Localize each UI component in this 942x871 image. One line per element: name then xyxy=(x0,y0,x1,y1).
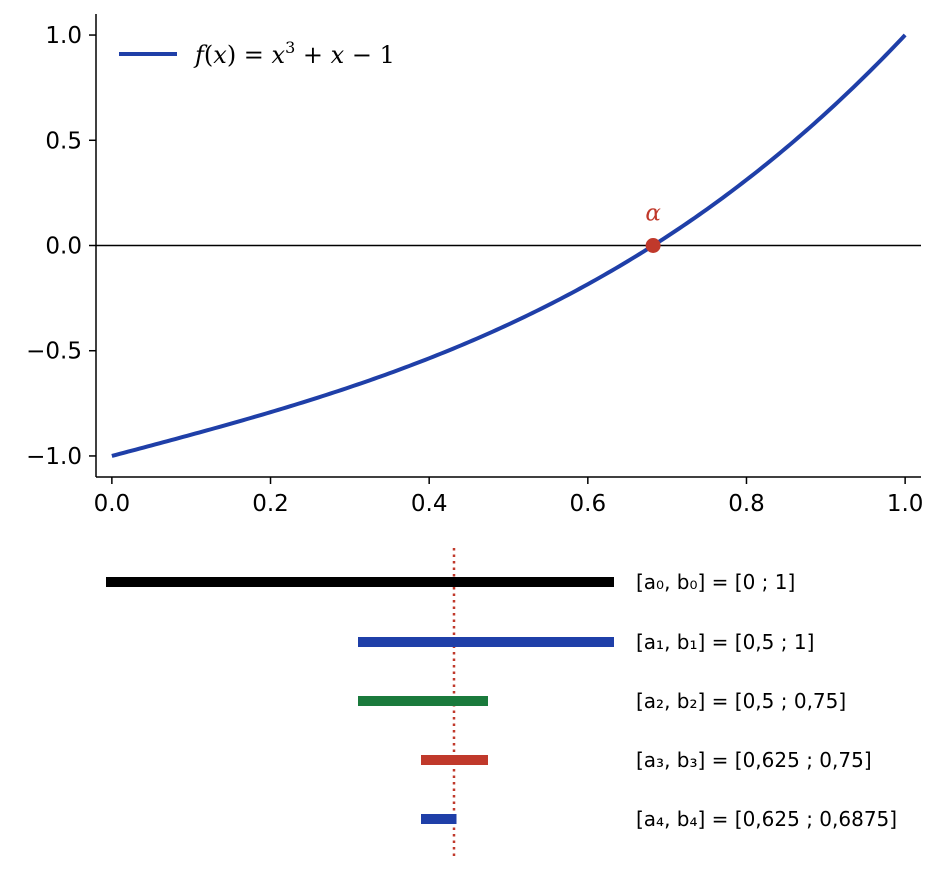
bisection-intervals: [a₀, b₀] = [0 ; 1] [a₁, b₁] = [0,5 ; 1] [a… xyxy=(106,548,897,856)
interval-label: [a₁, b₁] = [0,5 ; 1] xyxy=(636,630,814,654)
y-tick-label: −0.5 xyxy=(26,339,82,365)
legend: f(x) = x3 + x − 1 xyxy=(119,38,395,69)
interval-label: [a₄, b₄] = [0,625 ; 0,6875] xyxy=(636,807,897,831)
interval-label: [a₃, b₃] = [0,625 ; 0,75] xyxy=(636,748,872,772)
y-tick-label: 0.0 xyxy=(45,234,82,260)
x-axis-ticks: 0.0 0.2 0.4 0.6 0.8 1.0 xyxy=(94,477,924,517)
interval-bars: [a₀, b₀] = [0 ; 1] [a₁, b₁] = [0,5 ; 1] [a… xyxy=(106,570,897,831)
x-tick-label: 0.6 xyxy=(570,491,607,517)
root-label: α xyxy=(645,201,661,227)
interval-label: [a₂, b₂] = [0,5 ; 0,75] xyxy=(636,689,846,713)
y-axis-ticks: 1.0 0.5 0.0 −0.5 −1.0 xyxy=(26,23,96,470)
y-tick-label: −1.0 xyxy=(26,444,82,470)
x-tick-label: 0.2 xyxy=(252,491,289,517)
function-plot: 1.0 0.5 0.0 −0.5 −1.0 0.0 0.2 0.4 0.6 0.8 1.0 α f… xyxy=(26,14,923,517)
function-curve xyxy=(111,33,907,458)
x-tick-label: 0.4 xyxy=(411,491,448,517)
y-tick-label: 0.5 xyxy=(45,128,82,154)
root-point xyxy=(645,238,661,253)
interval-label: [a₀, b₀] = [0 ; 1] xyxy=(636,570,795,594)
legend-label: f(x) = x3 + x − 1 xyxy=(193,38,395,69)
x-tick-label: 1.0 xyxy=(887,491,924,517)
y-tick-label: 1.0 xyxy=(45,23,82,49)
x-tick-label: 0.0 xyxy=(94,491,131,517)
x-tick-label: 0.8 xyxy=(728,491,765,517)
